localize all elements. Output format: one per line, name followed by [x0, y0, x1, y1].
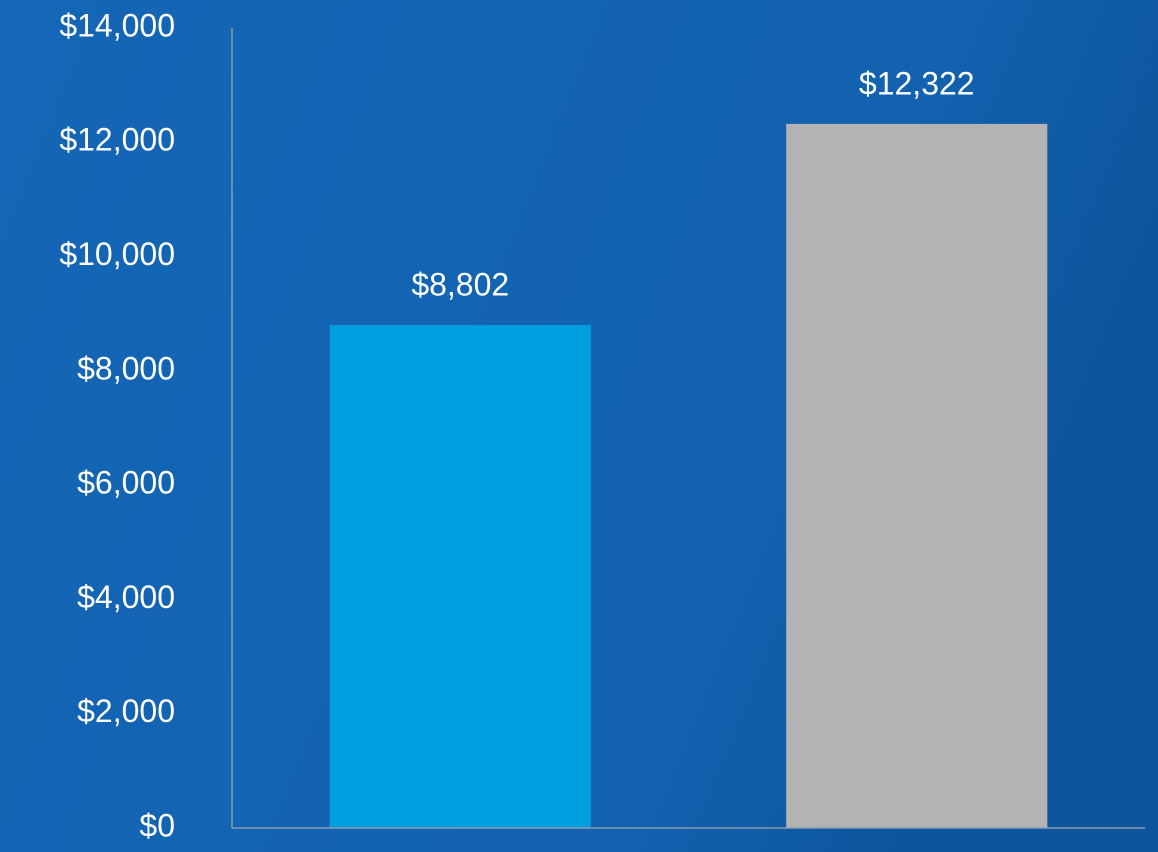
y-tick-label: $6,000 — [77, 465, 175, 501]
bar — [786, 123, 1048, 828]
y-tick-label: $0 — [139, 807, 175, 843]
y-tick-label: $4,000 — [77, 579, 175, 615]
y-tick-label: $14,000 — [59, 7, 175, 43]
y-tick-label: $8,000 — [77, 350, 175, 386]
y-tick-label: $12,000 — [59, 122, 175, 158]
bar — [329, 325, 591, 828]
value-label: $8,802 — [411, 266, 509, 302]
y-tick-label: $2,000 — [77, 693, 175, 729]
value-label: $12,322 — [859, 65, 975, 101]
y-tick-label: $10,000 — [59, 236, 175, 272]
